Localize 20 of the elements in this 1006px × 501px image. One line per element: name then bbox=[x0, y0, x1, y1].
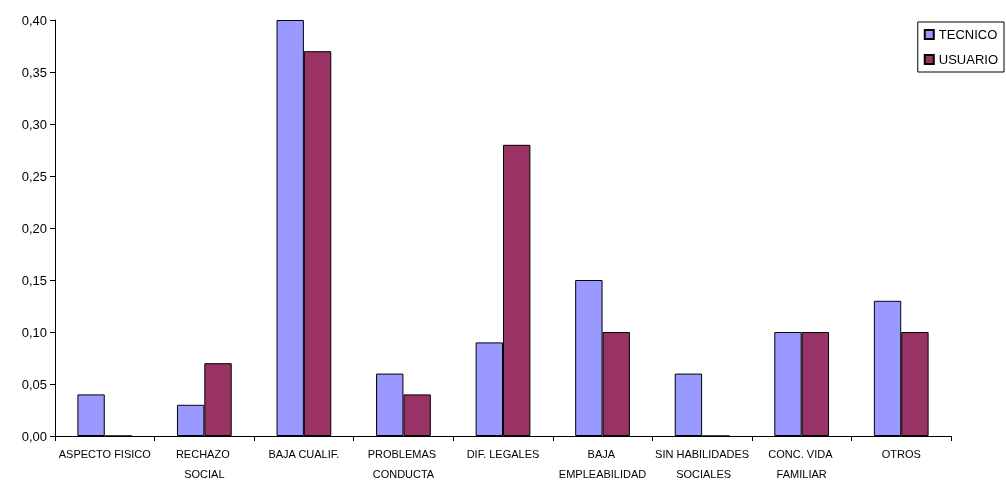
y-tick-label: 0,05 bbox=[21, 376, 47, 392]
x-tick-label: BAJA CUALIF. bbox=[268, 448, 340, 460]
x-tick-label: PROBLEMAS CONDUCTA bbox=[367, 448, 440, 480]
legend-label: USUARIO bbox=[938, 52, 998, 67]
y-tick-label: 0,35 bbox=[21, 64, 47, 80]
x-tick-label: DIF. LEGALES bbox=[466, 448, 540, 460]
y-tick-label: 0,10 bbox=[21, 324, 47, 340]
y-tick-label: 0,15 bbox=[21, 272, 47, 288]
y-tick-label: 0,00 bbox=[21, 428, 47, 444]
y-tick-label: 0,25 bbox=[21, 168, 47, 184]
x-tick-label: CONC. VIDA FAMILIAR bbox=[768, 448, 835, 480]
x-tick-label: ASPECTO FISICO bbox=[58, 448, 152, 460]
legend-label: TECNICO bbox=[938, 27, 998, 42]
x-tick-label: BAJA EMPLEABILIDAD bbox=[558, 448, 647, 480]
y-tick-label: 0,20 bbox=[21, 220, 47, 236]
y-tick-label: 0,40 bbox=[21, 12, 47, 28]
x-tick-label: SIN HABILIDADES SOCIALES bbox=[655, 448, 750, 480]
x-tick-label: RECHAZO SOCIAL bbox=[175, 448, 233, 480]
x-tick-label: OTROS bbox=[881, 448, 921, 460]
y-tick-label: 0,30 bbox=[21, 116, 47, 132]
